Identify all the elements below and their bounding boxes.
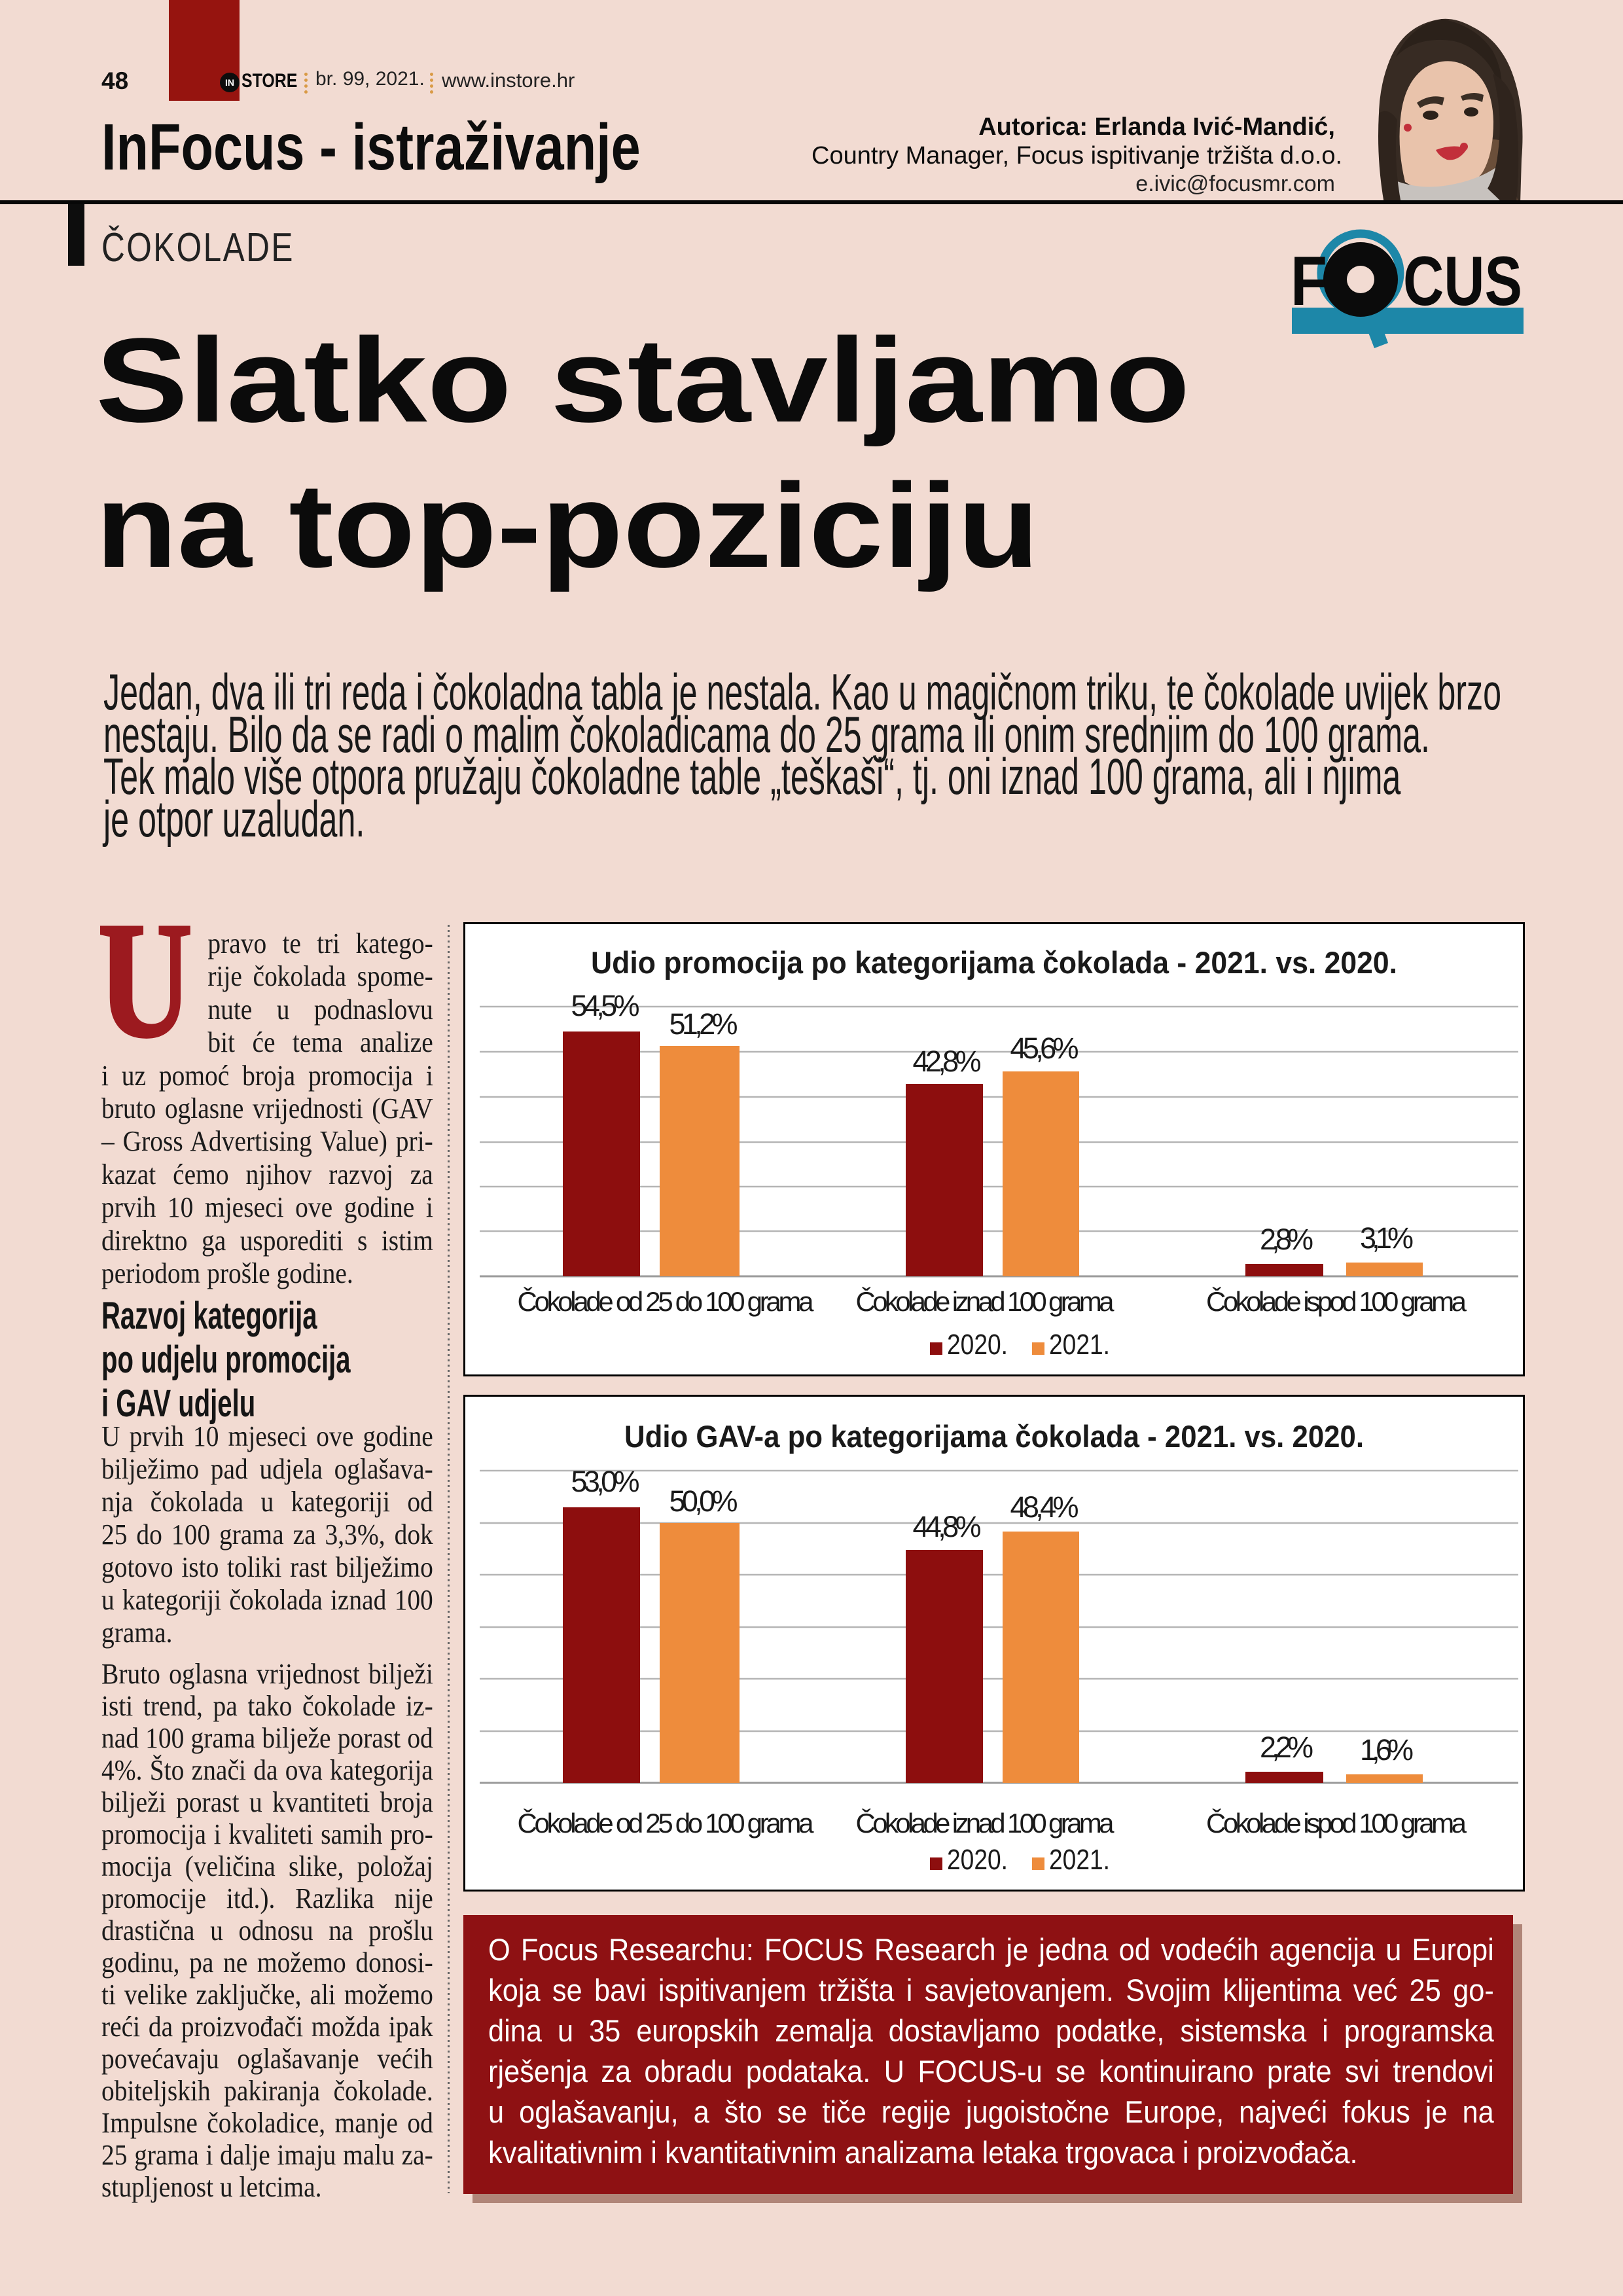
svg-text:Čokolade ispod 100 grama: Čokolade ispod 100 grama (1206, 1286, 1467, 1317)
svg-text:2020.: 2020. (947, 1329, 1008, 1361)
svg-text:F: F (1291, 242, 1327, 320)
svg-text:Čokolade od 25 do 100 grama: Čokolade od 25 do 100 grama (518, 1286, 815, 1317)
svg-text:45,6%: 45,6% (1010, 1031, 1079, 1065)
svg-text:Udio promocija po kategorijama: Udio promocija po kategorijama čokolada … (591, 945, 1397, 980)
svg-text:44,8%: 44,8% (913, 1510, 982, 1543)
svg-text:2021.: 2021. (1049, 1329, 1110, 1361)
svg-text:Čokolade ispod 100 grama: Čokolade ispod 100 grama (1206, 1808, 1467, 1839)
svg-text:42,8%: 42,8% (913, 1045, 982, 1078)
svg-text:2020.: 2020. (947, 1844, 1008, 1876)
svg-text:Čokolade od 25 do 100 grama: Čokolade od 25 do 100 grama (518, 1808, 815, 1839)
svg-text:3,1%: 3,1% (1360, 1221, 1414, 1255)
svg-text:Čokolade iznad 100 grama: Čokolade iznad 100 grama (856, 1808, 1115, 1839)
svg-text:51,2%: 51,2% (669, 1007, 738, 1041)
svg-text:50,0%: 50,0% (669, 1484, 738, 1518)
svg-text:48,4%: 48,4% (1010, 1490, 1079, 1524)
svg-text:2,2%: 2,2% (1260, 1731, 1313, 1764)
svg-text:53,0%: 53,0% (571, 1465, 640, 1498)
svg-text:Čokolade iznad 100 grama: Čokolade iznad 100 grama (856, 1286, 1115, 1317)
svg-text:2021.: 2021. (1049, 1844, 1110, 1876)
svg-text:54,5%: 54,5% (571, 989, 640, 1022)
svg-text:2,8%: 2,8% (1260, 1223, 1313, 1256)
svg-text:CUS: CUS (1403, 242, 1522, 320)
svg-text:1,6%: 1,6% (1360, 1733, 1414, 1767)
svg-text:Udio GAV-a po kategorijama čok: Udio GAV-a po kategorijama čokolada - 20… (624, 1419, 1364, 1454)
